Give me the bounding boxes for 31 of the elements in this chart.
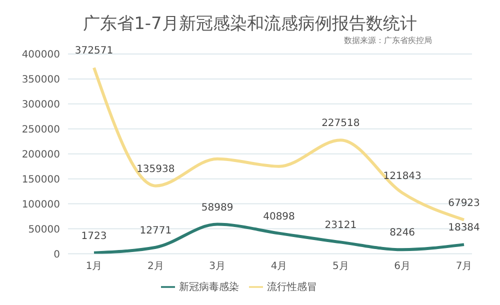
x-tick-label: 6月 <box>394 260 411 272</box>
x-tick-label: 4月 <box>270 260 288 272</box>
data-label: 67923 <box>448 198 480 209</box>
source-note: 数据来源：广东省疾控局 <box>344 35 432 46</box>
data-label: 135938 <box>136 164 175 175</box>
x-tick-label: 5月 <box>332 260 349 272</box>
y-tick-label: 50000 <box>28 224 60 236</box>
y-tick-label: 350000 <box>22 74 60 86</box>
data-label: 372571 <box>74 46 114 57</box>
x-tick-label: 7月 <box>456 260 472 272</box>
legend-label: 新冠病毒感染 <box>179 282 239 293</box>
data-label: 18384 <box>448 222 480 234</box>
data-label: 40898 <box>263 211 295 222</box>
data-label: 58989 <box>201 202 234 214</box>
data-label: 227518 <box>322 118 360 130</box>
y-tick-label: 300000 <box>22 99 60 110</box>
y-tick-label: 0 <box>54 249 60 260</box>
data-label: 12771 <box>140 225 172 236</box>
data-label: 23121 <box>324 220 357 232</box>
y-tick-label: 150000 <box>22 174 60 186</box>
legend-label: 流行性感冒 <box>267 282 317 293</box>
y-tick-label: 200000 <box>22 149 60 160</box>
data-label: 8246 <box>390 228 416 239</box>
x-tick-label: 1月 <box>86 260 102 272</box>
chart-title: 广东省1-7月新冠感染和流感病例报告数统计 <box>82 13 418 36</box>
y-tick-label: 250000 <box>22 124 60 136</box>
x-tick-label: 3月 <box>209 260 226 272</box>
y-tick-label: 100000 <box>22 199 60 210</box>
y-tick-label: 400000 <box>22 50 60 61</box>
x-tick-label: 2月 <box>147 260 164 272</box>
data-label: 1723 <box>81 230 107 242</box>
